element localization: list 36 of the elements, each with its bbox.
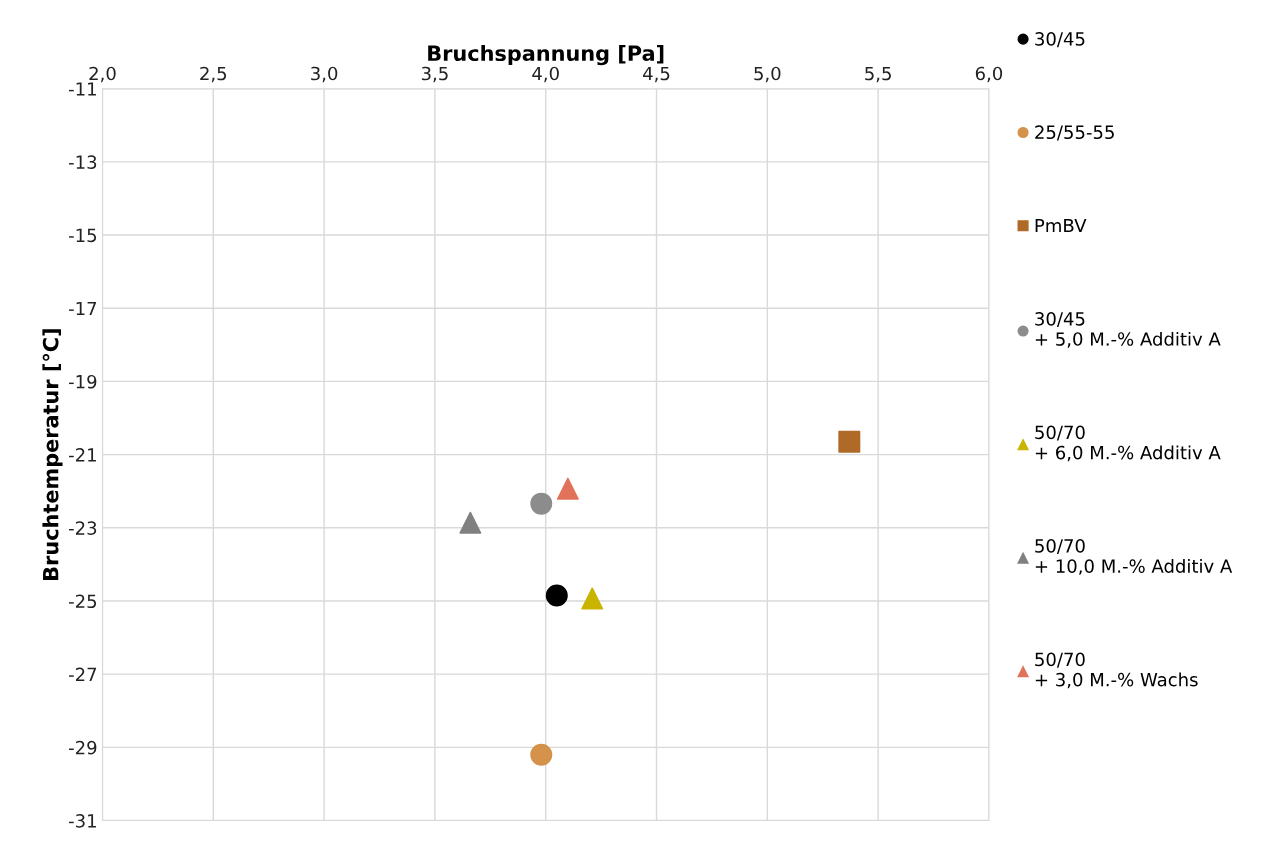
y-tick-label: -31 bbox=[69, 813, 96, 828]
y-tick-label: -13 bbox=[69, 155, 97, 169]
point bbox=[530, 743, 553, 766]
y-tick-label: -23 bbox=[69, 521, 97, 535]
x-tick-label: 3,0 bbox=[311, 66, 338, 83]
legend-label: 25/55-55 bbox=[1035, 125, 1114, 141]
legend-label: 50/70 + 10,0 M.-% Additiv A bbox=[1035, 539, 1233, 575]
legend-label: 30/45 bbox=[1035, 32, 1085, 48]
y-tick-label: -25 bbox=[69, 594, 97, 609]
x-tick-label: 4,5 bbox=[643, 66, 670, 83]
y-tick-label: -19 bbox=[69, 374, 97, 389]
y-tick-label: -17 bbox=[69, 301, 97, 316]
x-tick-label: 6,0 bbox=[975, 66, 1003, 83]
legend-label: 50/70 + 3,0 M.-% Wachs bbox=[1035, 652, 1198, 689]
y-axis-title: Bruchtemperatur [°C] bbox=[42, 329, 63, 580]
point bbox=[545, 584, 568, 607]
point bbox=[530, 492, 553, 515]
x-tick-label: 5,5 bbox=[865, 66, 891, 83]
legend-label: 30/45 + 5,0 M.-% Additiv A bbox=[1035, 311, 1221, 348]
legend-label: 50/70 + 6,0 M.-% Additiv A bbox=[1035, 425, 1221, 462]
x-tick-label: 2,5 bbox=[200, 66, 227, 83]
x-tick-label: 2,0 bbox=[89, 66, 116, 83]
y-tick-label: -27 bbox=[69, 667, 97, 682]
x-tick-label: 4,0 bbox=[532, 66, 559, 83]
point bbox=[838, 430, 861, 453]
x-tick-label: 3,5 bbox=[421, 66, 448, 83]
point bbox=[581, 587, 604, 610]
point bbox=[556, 477, 579, 500]
point bbox=[459, 511, 482, 534]
x-axis-title: Bruchspannung [Pa] bbox=[428, 44, 664, 66]
y-tick-label: -11 bbox=[69, 82, 96, 96]
y-tick-label: -15 bbox=[69, 228, 97, 243]
y-tick-label: -29 bbox=[69, 740, 97, 755]
x-tick-label: 5,0 bbox=[754, 66, 781, 83]
y-tick-label: -21 bbox=[69, 448, 96, 462]
legend-label: PmBV bbox=[1035, 218, 1087, 233]
